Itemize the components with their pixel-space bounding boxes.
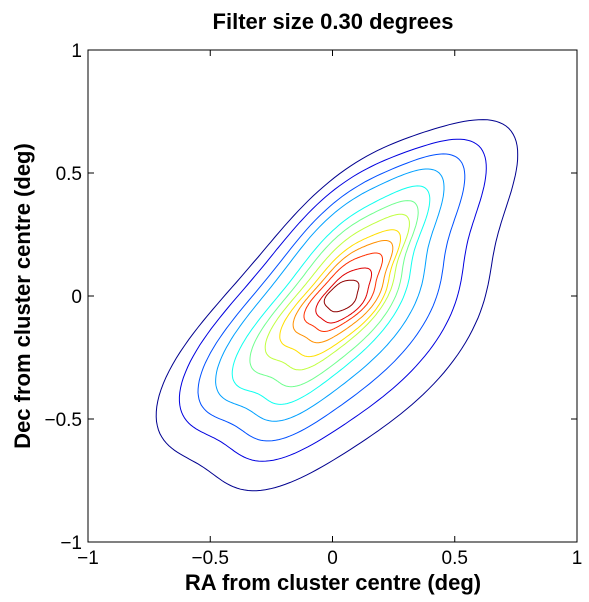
y-tick-label: 0.5 xyxy=(56,164,82,185)
contour-lines xyxy=(155,119,519,492)
x-tick-label: 0.5 xyxy=(442,548,468,569)
contour-level-2 xyxy=(178,138,487,462)
contour-level-4 xyxy=(215,168,445,422)
contour-level-8 xyxy=(279,229,402,358)
contour-level-7 xyxy=(264,213,410,371)
x-tick-label: 1 xyxy=(572,548,583,569)
y-tick-label: 0 xyxy=(71,287,82,308)
chart-title: Filter size 0.30 degrees xyxy=(213,9,454,34)
x-axis-label: RA from cluster centre (deg) xyxy=(185,570,481,595)
axis-ticks: −1 −0.5 0 0.5 1 −1 −0.5 0 0.5 1 xyxy=(44,41,582,569)
y-axis-label: Dec from cluster centre (deg) xyxy=(10,143,35,449)
plot-frame xyxy=(87,49,578,543)
x-tick-label: 0 xyxy=(327,548,338,569)
y-tick-label: −1 xyxy=(60,533,82,554)
contour-level-9 xyxy=(292,240,394,344)
y-tick-label: −0.5 xyxy=(44,410,82,431)
contour-level-5 xyxy=(231,185,431,405)
x-tick-label: −0.5 xyxy=(191,548,229,569)
contour-level-10 xyxy=(303,252,383,332)
contour-level-3 xyxy=(197,153,466,442)
x-tick-label: −1 xyxy=(77,548,99,569)
contour-level-1 xyxy=(155,119,519,492)
contour-level-12 xyxy=(323,279,360,313)
contour-level-6 xyxy=(249,200,419,388)
y-tick-label: 1 xyxy=(71,41,82,62)
contour-level-11 xyxy=(315,267,373,324)
